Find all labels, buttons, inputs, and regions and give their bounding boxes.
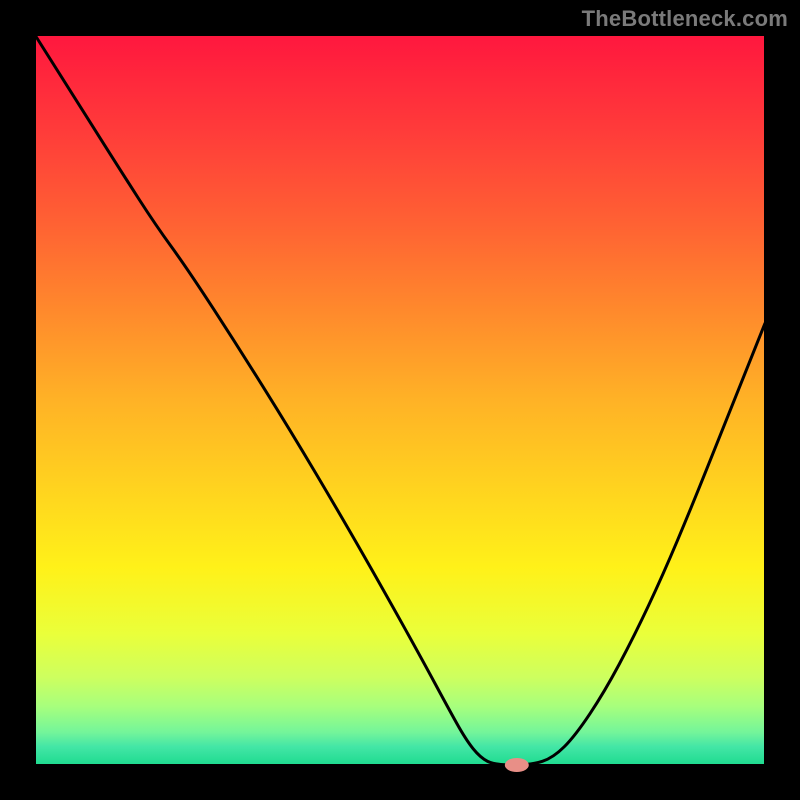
- optimal-point-marker: [505, 758, 529, 772]
- watermark-text: TheBottleneck.com: [582, 6, 788, 32]
- plot-area: [35, 35, 765, 765]
- bottleneck-chart-svg: [0, 0, 800, 800]
- chart-frame: TheBottleneck.com: [0, 0, 800, 800]
